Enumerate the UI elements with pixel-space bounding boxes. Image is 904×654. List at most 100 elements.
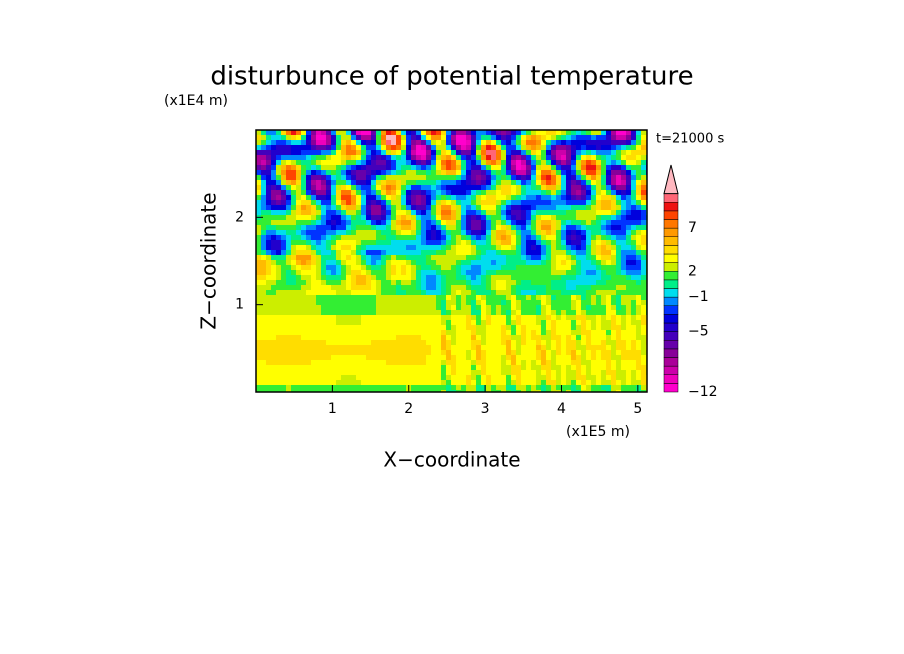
contour-cell bbox=[411, 240, 416, 245]
contour-cell bbox=[316, 240, 321, 245]
contour-cell bbox=[436, 245, 441, 250]
contour-cell bbox=[366, 295, 371, 300]
contour-cell bbox=[606, 320, 611, 325]
contour-cell bbox=[416, 280, 421, 285]
contour-cell bbox=[266, 375, 271, 380]
contour-cell bbox=[416, 380, 421, 385]
contour-cell bbox=[351, 350, 356, 355]
contour-cell bbox=[591, 305, 596, 310]
contour-cell bbox=[616, 170, 621, 175]
contour-cell bbox=[331, 270, 336, 275]
contour-cell bbox=[536, 365, 541, 370]
contour-cell bbox=[571, 250, 576, 255]
contour-cell bbox=[456, 190, 461, 195]
contour-cell bbox=[301, 320, 306, 325]
contour-cell bbox=[401, 225, 406, 230]
contour-cell bbox=[451, 390, 456, 392]
contour-cell bbox=[376, 285, 381, 290]
contour-cell bbox=[416, 315, 421, 320]
contour-cell bbox=[311, 345, 316, 350]
contour-cell bbox=[601, 175, 606, 180]
contour-cell bbox=[491, 390, 496, 392]
contour-cell bbox=[311, 185, 316, 190]
contour-cell bbox=[516, 195, 521, 200]
contour-cell bbox=[636, 145, 641, 150]
contour-cell bbox=[596, 340, 601, 345]
contour-cell bbox=[611, 255, 616, 260]
contour-cell bbox=[301, 145, 306, 150]
contour-cell bbox=[466, 175, 471, 180]
contour-cell bbox=[486, 180, 491, 185]
contour-cell bbox=[336, 150, 341, 155]
contour-cell bbox=[456, 155, 461, 160]
contour-cell bbox=[631, 155, 636, 160]
contour-cell bbox=[401, 290, 406, 295]
contour-cell bbox=[326, 325, 331, 330]
contour-cell bbox=[576, 320, 581, 325]
contour-cell bbox=[641, 280, 646, 285]
contour-cell bbox=[261, 275, 266, 280]
contour-cell bbox=[411, 290, 416, 295]
contour-cell bbox=[486, 240, 491, 245]
contour-cell bbox=[336, 330, 341, 335]
contour-cell bbox=[296, 145, 301, 150]
contour-cell bbox=[641, 275, 646, 280]
contour-cell bbox=[336, 385, 341, 390]
contour-cell bbox=[401, 350, 406, 355]
contour-cell bbox=[306, 355, 311, 360]
contour-cell bbox=[476, 285, 481, 290]
contour-cell bbox=[541, 380, 546, 385]
contour-cell bbox=[526, 265, 531, 270]
contour-cell bbox=[431, 215, 436, 220]
contour-cell bbox=[336, 285, 341, 290]
contour-cell bbox=[506, 280, 511, 285]
contour-cell bbox=[401, 300, 406, 305]
contour-cell bbox=[456, 260, 461, 265]
contour-cell bbox=[296, 290, 301, 295]
contour-cell bbox=[576, 240, 581, 245]
contour-cell bbox=[446, 340, 451, 345]
contour-cell bbox=[611, 185, 616, 190]
contour-cell bbox=[286, 200, 291, 205]
contour-cell bbox=[296, 355, 301, 360]
contour-cell bbox=[516, 385, 521, 390]
contour-cell bbox=[346, 160, 351, 165]
contour-cell bbox=[316, 290, 321, 295]
contour-cell bbox=[501, 230, 506, 235]
contour-cell bbox=[316, 195, 321, 200]
contour-cell bbox=[521, 285, 526, 290]
contour-cell bbox=[416, 260, 421, 265]
contour-cell bbox=[346, 210, 351, 215]
contour-cell bbox=[531, 370, 536, 375]
contour-cell bbox=[346, 205, 351, 210]
contour-cell bbox=[581, 190, 586, 195]
contour-cell bbox=[276, 140, 281, 145]
contour-cell bbox=[601, 270, 606, 275]
contour-cell bbox=[446, 270, 451, 275]
contour-cell bbox=[451, 280, 456, 285]
contour-cell bbox=[416, 235, 421, 240]
contour-cell bbox=[596, 250, 601, 255]
contour-cell bbox=[356, 350, 361, 355]
contour-cell bbox=[496, 280, 501, 285]
contour-cell bbox=[331, 295, 336, 300]
contour-cell bbox=[346, 375, 351, 380]
contour-cell bbox=[256, 250, 261, 255]
contour-cell bbox=[536, 130, 541, 135]
contour-cell bbox=[636, 255, 641, 260]
contour-cell bbox=[271, 130, 276, 135]
contour-cell bbox=[451, 275, 456, 280]
contour-cell bbox=[611, 170, 616, 175]
contour-cell bbox=[476, 315, 481, 320]
contour-cell bbox=[566, 180, 571, 185]
contour-cell bbox=[411, 130, 416, 135]
contour-cell bbox=[541, 300, 546, 305]
contour-cell bbox=[461, 210, 466, 215]
contour-cell bbox=[606, 290, 611, 295]
contour-cell bbox=[401, 145, 406, 150]
contour-cell bbox=[521, 360, 526, 365]
contour-cell bbox=[571, 175, 576, 180]
contour-cell bbox=[536, 215, 541, 220]
contour-cell bbox=[256, 385, 261, 390]
contour-cell bbox=[596, 350, 601, 355]
